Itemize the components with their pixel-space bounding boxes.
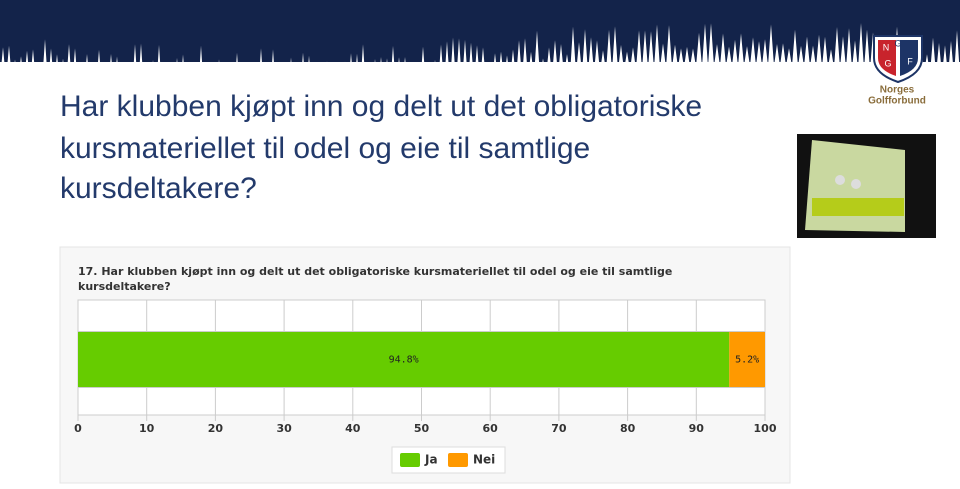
x-tick-label: 50	[414, 422, 430, 435]
legend-label: Ja	[424, 453, 438, 467]
x-tick-label: 60	[483, 422, 499, 435]
x-tick-label: 100	[754, 422, 777, 435]
chart-title: 17. Har klubben kjøpt inn og delt ut det…	[78, 265, 672, 278]
logo-letter: N	[883, 42, 890, 52]
slide-title: kursmateriellet til odel og eie til samt…	[60, 132, 590, 165]
logo-name: Golfforbund	[868, 96, 926, 107]
legend-label: Nei	[473, 453, 495, 467]
logo-letter: G	[884, 58, 891, 68]
logo-letter: G	[894, 38, 901, 48]
x-tick-label: 40	[345, 422, 361, 435]
x-tick-label: 80	[620, 422, 636, 435]
x-tick-label: 30	[276, 422, 292, 435]
x-tick-label: 70	[551, 422, 567, 435]
book-photo	[797, 134, 936, 238]
logo: N G G F Norges Golfforbund	[868, 35, 926, 107]
photo-ball	[835, 175, 845, 185]
photo-ball	[851, 179, 861, 189]
logo-name: Norges	[880, 85, 915, 96]
x-tick-label: 0	[74, 422, 82, 435]
logo-letter: F	[907, 56, 913, 66]
logo-shield-right	[900, 40, 918, 76]
value-label: 94.8%	[389, 355, 419, 366]
legend-swatch	[400, 453, 420, 467]
bar-segment	[729, 332, 765, 387]
legend-swatch	[448, 453, 468, 467]
value-label: 5.2%	[735, 355, 759, 366]
slide-title: Har klubben kjøpt inn og delt ut det obl…	[60, 90, 702, 123]
bar-segment	[78, 332, 730, 387]
chart-title: kursdeltakere?	[78, 280, 171, 293]
x-tick-label: 10	[139, 422, 155, 435]
logo-shield-left	[878, 40, 896, 76]
x-tick-label: 20	[208, 422, 224, 435]
photo-band	[812, 198, 904, 216]
slide-title: kursdeltakere?	[60, 172, 257, 205]
header-band	[0, 0, 960, 62]
x-tick-label: 90	[689, 422, 705, 435]
